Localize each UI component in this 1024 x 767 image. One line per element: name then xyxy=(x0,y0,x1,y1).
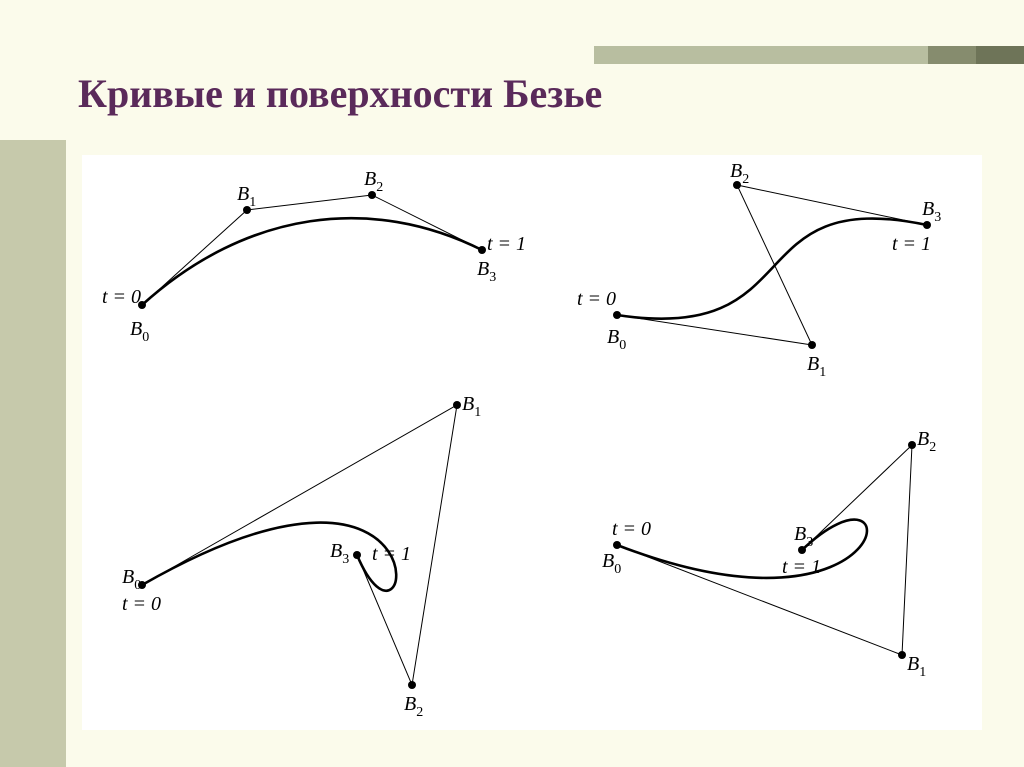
label-b3: B3 xyxy=(477,258,496,285)
label-t1: t = 1 xyxy=(372,543,411,565)
label-b2: B2 xyxy=(917,428,936,455)
bezier-curve xyxy=(617,520,867,578)
label-b3: B3 xyxy=(922,198,941,225)
label-b2: B2 xyxy=(364,168,383,195)
label-b0: B0 xyxy=(130,318,149,345)
label-b0: B0 xyxy=(122,566,141,593)
label-b0: B0 xyxy=(602,550,621,577)
control-point-b0 xyxy=(613,311,621,319)
bezier-bottom-left xyxy=(138,401,461,689)
bezier-curve xyxy=(142,218,482,305)
control-point-b2 xyxy=(908,441,916,449)
accent-strip-1 xyxy=(594,46,928,64)
label-b3: B3 xyxy=(330,540,349,567)
sidebar-fill xyxy=(0,140,66,767)
accent-strip-3 xyxy=(976,46,1024,64)
control-point-b3 xyxy=(798,546,806,554)
control-point-b1 xyxy=(453,401,461,409)
label-b0: B0 xyxy=(607,326,626,353)
label-t0: t = 0 xyxy=(612,518,651,540)
bezier-top-right xyxy=(613,181,931,349)
control-point-b1 xyxy=(808,341,816,349)
label-b2: B2 xyxy=(404,693,423,720)
label-t0: t = 0 xyxy=(122,593,161,615)
slide-title: Кривые и поверхности Безье xyxy=(78,70,602,117)
label-t0: t = 0 xyxy=(577,288,616,310)
control-polygon xyxy=(142,195,482,305)
control-point-b3 xyxy=(353,551,361,559)
control-point-b1 xyxy=(898,651,906,659)
accent-strip-2 xyxy=(928,46,976,64)
control-point-b2 xyxy=(368,191,376,199)
slide: Кривые и поверхности Безье B0 B1 B2 B3 t = 0… xyxy=(0,0,1024,767)
control-point-b2 xyxy=(408,681,416,689)
control-polygon xyxy=(617,445,912,655)
label-t1: t = 1 xyxy=(782,556,821,578)
label-b1: B1 xyxy=(462,393,481,420)
label-b1: B1 xyxy=(237,183,256,210)
bezier-svg: B0 B1 B2 B3 t = 0 t = 1 B0 B1 B2 B3 t = 0 t = 1 B0 B1… xyxy=(82,155,982,730)
label-b1: B1 xyxy=(807,353,826,380)
bezier-top-left xyxy=(138,191,486,309)
control-point-b2 xyxy=(733,181,741,189)
bezier-bottom-right xyxy=(613,441,916,659)
bezier-curve xyxy=(617,219,927,319)
label-b3: B3 xyxy=(794,523,813,550)
control-point-b3 xyxy=(478,246,486,254)
label-b1: B1 xyxy=(907,653,926,680)
label-t0: t = 0 xyxy=(102,286,141,308)
control-point-b3 xyxy=(923,221,931,229)
control-point-b0 xyxy=(613,541,621,549)
bezier-figure: B0 B1 B2 B3 t = 0 t = 1 B0 B1 B2 B3 t = 0 t = 1 B0 B1… xyxy=(82,155,982,730)
label-t1: t = 1 xyxy=(487,233,526,255)
label-t1: t = 1 xyxy=(892,233,931,255)
accent-bar xyxy=(594,46,1024,64)
control-polygon xyxy=(617,185,927,345)
